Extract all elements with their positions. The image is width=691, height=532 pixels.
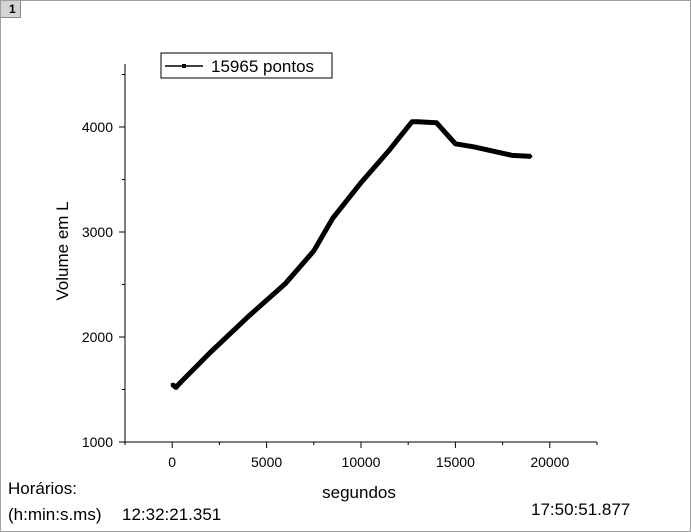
horarios-label: Horários: — [8, 479, 77, 498]
data-point — [178, 381, 182, 385]
legend: 15965 pontos — [160, 52, 333, 79]
data-point — [435, 121, 439, 125]
legend-label: 15965 pontos — [211, 57, 314, 76]
x-tick-label: 10000 — [342, 454, 381, 470]
y-tick-label: 1000 — [82, 434, 113, 450]
axes-group: 0 5000 10000 15000 20000 1000 2000 3000 4000 segu… — [53, 64, 598, 502]
y-tick-label: 3000 — [82, 224, 113, 240]
x-tick-label: 5000 — [251, 454, 282, 470]
y-tick-label: 4000 — [82, 119, 113, 135]
data-point — [510, 153, 514, 157]
x-axis-label: segundos — [322, 483, 396, 502]
data-point — [472, 145, 476, 149]
window-number-tab[interactable]: 1 — [1, 1, 21, 18]
y-axis-label: Volume em L — [53, 201, 72, 300]
end-time: 17:50:51.877 — [531, 500, 631, 519]
series-layer — [170, 119, 533, 390]
legend-marker — [182, 64, 186, 68]
time-format-label: (h:min:s.ms) — [8, 505, 102, 524]
data-point — [416, 120, 420, 124]
data-point — [174, 385, 178, 389]
y-tick-label: 2000 — [82, 329, 113, 345]
data-point — [331, 216, 335, 220]
x-tick-label: 15000 — [436, 454, 475, 470]
data-point — [208, 351, 212, 355]
data-point — [312, 249, 316, 253]
data-point — [246, 315, 250, 319]
x-tick-label: 0 — [168, 454, 176, 470]
data-point — [453, 142, 457, 146]
data-point — [529, 154, 533, 158]
data-point — [387, 148, 391, 152]
data-point — [359, 181, 363, 185]
start-time: 12:32:21.351 — [122, 505, 222, 524]
data-point — [491, 149, 495, 153]
data-point — [283, 281, 287, 285]
x-tick-label: 20000 — [530, 454, 569, 470]
series-line — [170, 119, 532, 390]
data-point — [170, 382, 174, 386]
data-point — [410, 120, 414, 124]
